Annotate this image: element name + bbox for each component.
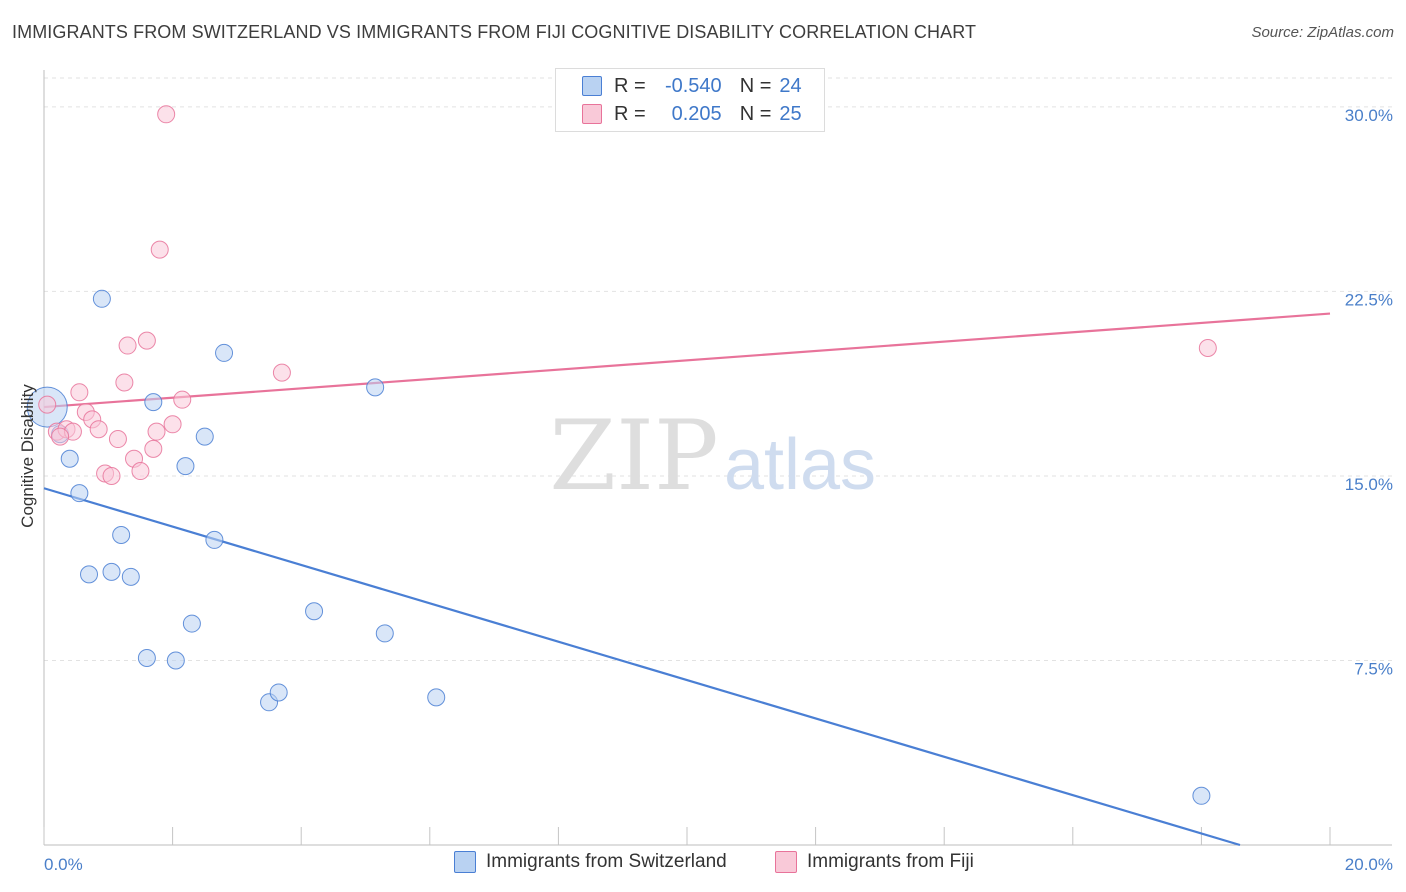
data-points [26, 105, 1217, 805]
point-switzerland [144, 393, 163, 412]
trend-lines [43, 312, 1331, 847]
watermark: ZIP atlas [549, 400, 876, 512]
point-switzerland [137, 649, 156, 668]
y-tick-label: 15.0% [1345, 475, 1393, 494]
point-fiji [70, 383, 89, 402]
point-switzerland [427, 688, 446, 707]
point-fiji [108, 430, 127, 449]
chart-title: IMMIGRANTS FROM SWITZERLAND VS IMMIGRANT… [12, 22, 977, 42]
point-fiji [89, 420, 108, 439]
legend-item-switzerland: Immigrants from Switzerland [454, 851, 727, 873]
point-switzerland [182, 614, 201, 633]
point-switzerland [60, 449, 79, 468]
switzerland-swatch [582, 76, 602, 96]
point-switzerland [102, 562, 121, 581]
axes [43, 70, 1392, 846]
x-tick-label-max: 20.0% [1345, 855, 1393, 874]
point-switzerland [166, 651, 185, 670]
point-fiji [157, 105, 176, 124]
point-fiji [118, 336, 137, 355]
point-switzerland [205, 530, 224, 549]
point-switzerland [366, 378, 385, 397]
point-fiji [163, 415, 182, 434]
x-tick-label-min: 0.0% [44, 855, 83, 874]
point-fiji [51, 427, 70, 446]
legend-row-switzerland: R = -0.540 N = 24 [556, 72, 802, 100]
point-fiji [131, 462, 150, 481]
fiji-swatch [582, 104, 602, 124]
point-fiji [272, 363, 291, 382]
point-fiji [150, 240, 169, 259]
point-switzerland [92, 289, 111, 308]
legend-r-value: 0.205 [671, 102, 722, 125]
legend-r-label: R = [614, 74, 646, 97]
y-axis-title: Cognitive Disability [18, 384, 37, 528]
trend-line-switzerland [43, 487, 1241, 847]
legend-item-fiji: Immigrants from Fiji [775, 851, 974, 873]
point-fiji [102, 466, 121, 485]
point-fiji [115, 373, 134, 392]
y-tick-label: 22.5% [1345, 290, 1393, 309]
point-switzerland [1192, 786, 1211, 805]
legend-row-fiji: R = 0.205 N = 25 [556, 100, 802, 128]
fiji-swatch [775, 851, 797, 873]
switzerland-swatch [454, 851, 476, 873]
legend-n-label: N = [739, 74, 772, 97]
point-switzerland [269, 683, 288, 702]
watermark-atlas: atlas [724, 425, 876, 505]
point-fiji [147, 422, 166, 441]
legend-n-value: 24 [779, 74, 802, 97]
y-tick-label: 7.5% [1354, 659, 1393, 678]
grid-lines [44, 77, 1392, 661]
point-switzerland [80, 565, 99, 584]
point-switzerland [195, 427, 214, 446]
point-switzerland [215, 343, 234, 362]
legend-n-label: N = [739, 102, 772, 125]
watermark-zip: ZIP [549, 400, 718, 512]
y-tick-label: 30.0% [1345, 106, 1393, 125]
correlation-legend: R = -0.540 N = 24 R = 0.205 N = 25 [555, 68, 825, 132]
legend-label-switzerland: Immigrants from Switzerland [486, 851, 727, 872]
legend-r-label: R = [614, 102, 646, 125]
source-credit: Source: ZipAtlas.com [1251, 24, 1394, 41]
series-legend: Immigrants from Switzerland Immigrants f… [0, 851, 1406, 879]
legend-n-value: 25 [779, 102, 802, 125]
point-switzerland [305, 602, 324, 621]
point-switzerland [112, 526, 131, 544]
point-switzerland [375, 624, 394, 643]
point-fiji [137, 331, 156, 350]
point-switzerland [70, 484, 89, 503]
point-switzerland [176, 457, 195, 476]
point-switzerland [121, 567, 140, 586]
point-fiji [1198, 339, 1217, 358]
point-fiji [173, 390, 192, 409]
legend-r-value: -0.540 [664, 74, 722, 97]
point-fiji [144, 439, 163, 458]
legend-label-fiji: Immigrants from Fiji [807, 851, 974, 872]
point-fiji [38, 395, 57, 414]
trend-line-fiji [43, 312, 1331, 409]
tick-labels: 7.5% 15.0% 22.5% 30.0% 0.0% 20.0% [44, 106, 1393, 874]
